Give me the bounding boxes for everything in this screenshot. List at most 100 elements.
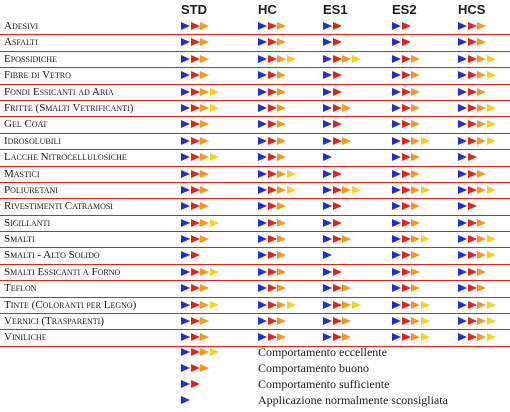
table-row: Vernici (Trasparenti)	[0, 314, 510, 331]
arrow-icon	[486, 300, 496, 309]
arrow-icon	[411, 136, 420, 145]
arrow-icon	[323, 71, 332, 80]
arrow-icon	[392, 251, 401, 260]
arrow-icon	[392, 218, 401, 227]
arrow-icon	[190, 87, 200, 96]
rating-es1	[323, 284, 352, 294]
table-row: Adesivi	[0, 19, 510, 36]
arrow-icon	[342, 54, 351, 63]
arrow-icon	[467, 218, 477, 227]
arrow-icon	[323, 284, 332, 293]
rating-es1	[323, 185, 361, 196]
rating-hcs	[458, 333, 496, 343]
arrow-icon	[190, 317, 200, 326]
arrow-icon	[200, 54, 209, 63]
arrow-icon	[258, 22, 267, 30]
arrow-icon	[458, 120, 467, 129]
arrow-icon	[200, 202, 209, 211]
arrow-icon	[200, 153, 209, 162]
arrow-icon	[277, 103, 286, 112]
arrow-icon	[258, 218, 267, 227]
arrow-icon	[267, 333, 277, 342]
arrow-icon	[477, 218, 486, 227]
row-label: Teflon	[4, 282, 37, 295]
arrow-icon	[467, 185, 477, 194]
arrow-icon	[392, 284, 401, 293]
arrow-icon	[467, 136, 477, 145]
rating-hc	[258, 317, 287, 327]
arrow-icon	[267, 169, 277, 178]
arrow-icon	[486, 120, 496, 129]
rating-es1	[323, 218, 342, 229]
arrow-icon	[458, 300, 467, 309]
arrow-icon	[323, 169, 332, 178]
arrow-icon	[277, 202, 286, 211]
arrow-icon	[323, 300, 332, 309]
arrow-icon	[323, 202, 332, 211]
table-row: Rivestimenti Catramosi	[0, 199, 510, 216]
rating-es2	[392, 185, 430, 196]
rating-hcs	[458, 22, 487, 32]
arrow-icon	[411, 251, 420, 260]
arrow-icon	[392, 202, 401, 211]
rating-hc	[258, 169, 296, 180]
arrow-icon	[258, 317, 267, 326]
arrow-icon	[258, 251, 267, 260]
rating-es2	[392, 267, 421, 278]
arrow-icon	[477, 103, 486, 112]
rating-es1	[323, 136, 352, 147]
rating-es2	[392, 202, 421, 212]
arrow-icon	[277, 267, 286, 276]
arrow-icon	[323, 153, 332, 162]
arrow-icon	[190, 202, 200, 211]
arrow-icon	[181, 218, 190, 227]
arrow-icon	[342, 300, 351, 309]
arrow-icon	[190, 38, 200, 47]
arrow-icon	[181, 71, 190, 80]
row-label: Poliuretani	[4, 183, 58, 196]
arrow-icon	[392, 267, 401, 276]
arrow-icon	[267, 120, 277, 129]
arrow-icon	[342, 284, 351, 293]
arrow-icon	[323, 22, 332, 30]
arrow-icon	[401, 317, 411, 326]
arrow-icon	[486, 333, 496, 342]
arrow-icon	[332, 333, 342, 342]
arrow-icon	[267, 87, 277, 96]
rating-std	[181, 87, 219, 98]
arrow-icon	[209, 348, 219, 356]
arrow-icon	[277, 169, 286, 178]
arrow-icon	[181, 22, 190, 30]
table-row: Tinte (Coloranti per Legno)	[0, 298, 510, 315]
table-row: Idrosolubili	[0, 134, 510, 151]
rating-hc	[258, 136, 287, 147]
arrow-icon	[258, 153, 267, 162]
arrow-icon	[323, 251, 332, 260]
rating-es1	[323, 153, 333, 163]
arrow-icon	[458, 202, 467, 211]
arrow-icon	[267, 185, 277, 194]
rating-std	[181, 267, 219, 278]
col-header-es1: ES1	[323, 2, 348, 17]
rating-hc	[258, 185, 296, 196]
arrow-icon	[411, 333, 420, 342]
arrow-icon	[411, 267, 420, 276]
arrow-icon	[477, 235, 486, 244]
rating-std	[181, 54, 210, 65]
arrow-icon	[477, 54, 486, 63]
table-row: Sigillanti	[0, 216, 510, 233]
arrow-icon	[467, 22, 477, 30]
rating-es1	[323, 22, 342, 32]
arrow-icon	[392, 317, 401, 326]
arrow-icon	[392, 103, 401, 112]
arrow-icon	[392, 235, 401, 244]
row-label: Smalti - Alto Solido	[4, 249, 100, 262]
arrow-icon	[401, 120, 411, 129]
arrow-icon	[277, 120, 286, 129]
arrow-icon	[190, 267, 200, 276]
arrow-icon	[190, 185, 200, 194]
arrow-icon	[200, 71, 209, 80]
arrow-icon	[332, 54, 342, 63]
row-label: Smalti	[4, 233, 35, 246]
arrow-icon	[190, 235, 200, 244]
